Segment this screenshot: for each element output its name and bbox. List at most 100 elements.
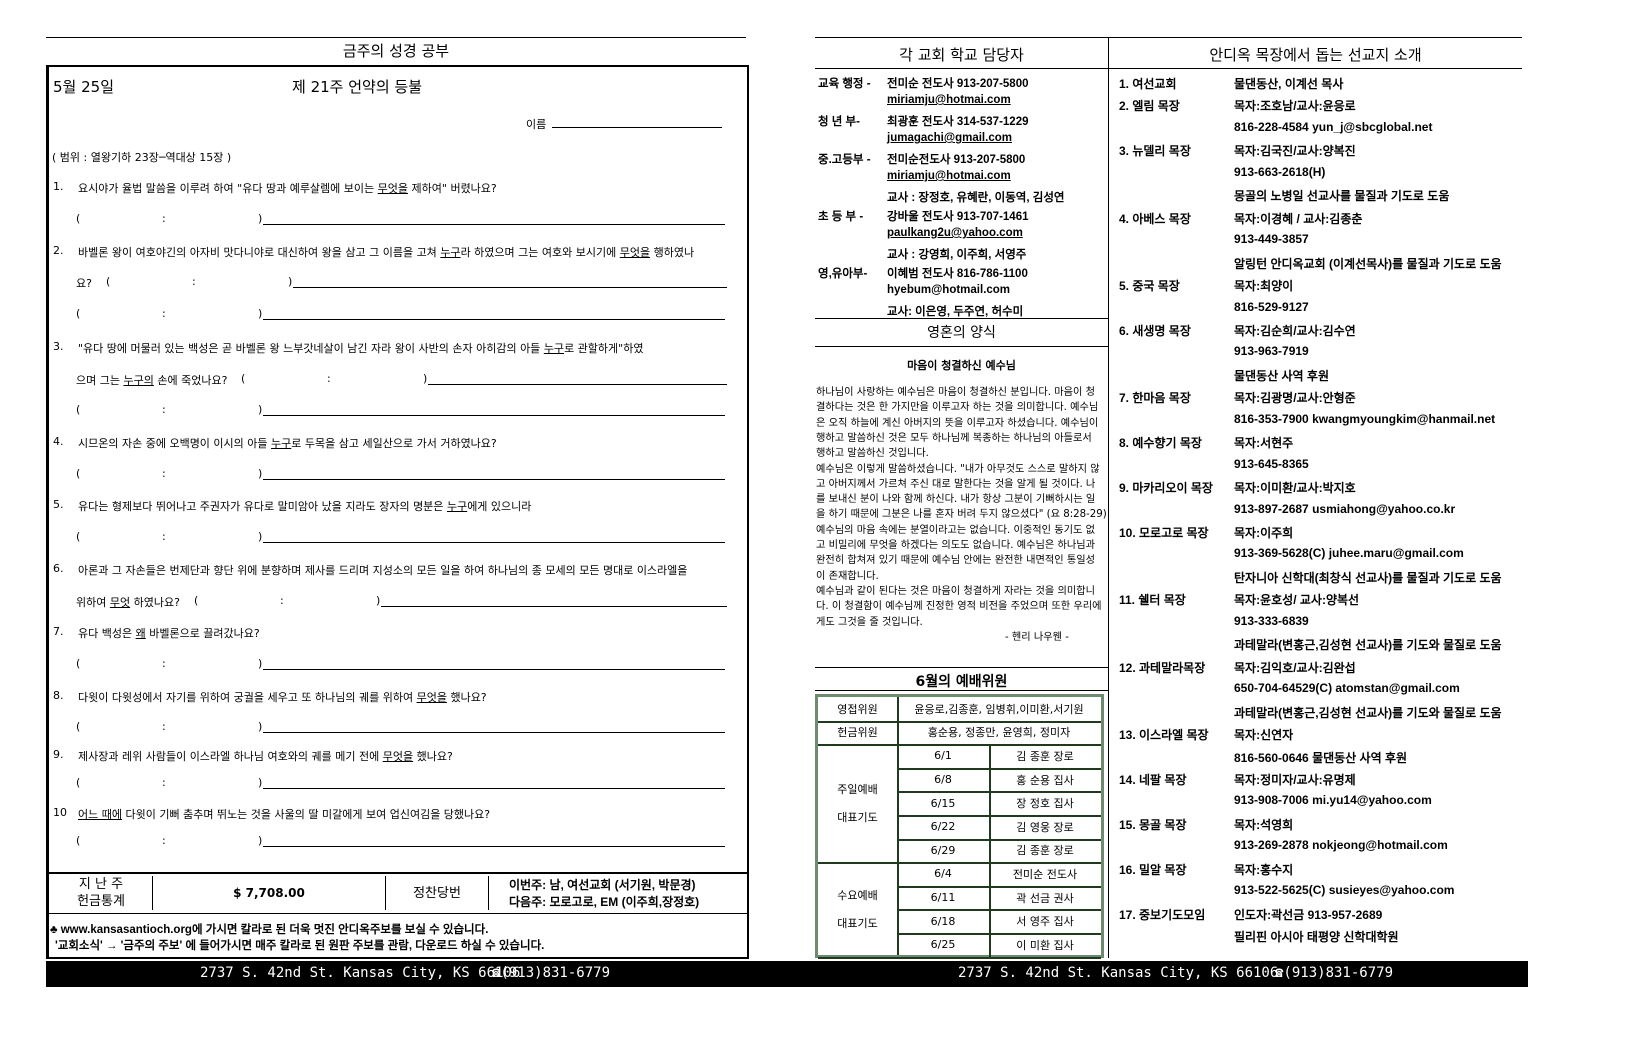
answer-line[interactable] [428, 384, 727, 385]
question-text: "유다 땅에 머물러 있는 백성은 곧 바벨론 왕 느부갓네살이 남긴 자라 왕… [78, 340, 643, 356]
mission-detail: 913-663-2618(H) [1234, 164, 1326, 179]
devotion-line: 이 존재합니다. [816, 570, 879, 582]
divider [815, 667, 1108, 668]
answer-colon: : [162, 307, 166, 320]
answer-line[interactable] [263, 542, 725, 543]
staff-contact: 전미순 전도사 913-207-5800 [887, 78, 1029, 90]
prayer-leader: 곽 선금 권사 [1016, 891, 1074, 905]
question-text: 요? [76, 275, 92, 291]
mission-group-name: 16. 밀알 목장 [1119, 862, 1187, 877]
answer-colon: : [280, 594, 284, 607]
divider [815, 68, 1522, 69]
divider [815, 690, 1108, 691]
question-text-segment: 유다 백성은 [78, 627, 136, 640]
table-border [897, 697, 899, 955]
mission-detail: 816-353-7900 kwangmyoungkim@hanmail.net [1234, 411, 1496, 426]
answer-colon: : [327, 372, 331, 385]
question-keyword: 누구 [543, 342, 565, 355]
answer-colon: : [162, 720, 166, 733]
answer-line[interactable] [381, 606, 727, 607]
mission-group-name: 9. 마카리오이 목장 [1119, 481, 1213, 496]
prayer-date: 6/15 [930, 796, 956, 810]
answer-line[interactable] [263, 224, 725, 225]
sunday-prayer-label-line2: 대표기도 [837, 811, 878, 825]
table-border [897, 767, 1101, 770]
answer-colon: : [192, 275, 196, 288]
mission-detail: 물댄동산, 이계선 목사 [1234, 77, 1344, 91]
divider [815, 37, 1522, 38]
question-text-segment: 으며 그는 [76, 374, 124, 387]
name-field-line[interactable] [552, 127, 722, 128]
question-keyword: 왜 [135, 627, 146, 640]
question-number: 10 [53, 806, 67, 819]
staff-email[interactable]: hyebum@hotmail.com [887, 284, 1011, 296]
answer-line[interactable] [263, 788, 725, 789]
answer-line[interactable] [263, 732, 725, 733]
staff-contact: 교사 : 장정호, 유혜란, 이동역, 김성연 [887, 192, 1065, 204]
question-text-segment: 바벨론 왕이 여호야긴의 아자비 맛다니야로 대신하여 왕을 삼고 그 이름을 … [78, 246, 441, 259]
sunday-prayer-label: 주일예배 대표기도 [818, 744, 897, 862]
wednesday-prayer-label-line2: 대표기도 [837, 917, 878, 931]
answer-colon: : [162, 467, 166, 480]
staff-contact: 이혜범 전도사 816-786-1100 [887, 268, 1028, 280]
answer-line[interactable] [263, 669, 725, 670]
question-keyword: 무엇을 [416, 691, 447, 704]
question-text-segment: 라 하였으며 그는 여호와 보시기에 [460, 246, 620, 259]
question-keyword: 누구 [440, 246, 461, 259]
mission-group-name: 14. 네팔 목장 [1119, 772, 1187, 787]
mission-detail: 목자:이주희 [1234, 526, 1294, 540]
mission-detail: 913-908-7006 mi.yu14@yahoo.com [1234, 793, 1432, 808]
question-text: 제사장과 레위 사람들이 이스라엘 하나님 여호와의 궤를 메기 전에 무엇을 … [78, 748, 453, 764]
answer-line[interactable] [263, 319, 725, 320]
staff-email[interactable]: miriamju@hotmai.com [887, 170, 1011, 182]
answer-open-paren: ( [76, 403, 81, 416]
answer-colon: : [162, 212, 166, 225]
scope-text: ( 범위 : 열왕기하 23장─역대상 15장 ) [52, 151, 232, 164]
answer-line[interactable] [293, 287, 727, 288]
mission-detail: 알링턴 안디옥교회 (이계선목사)를 물질과 기도로 도움 [1234, 256, 1502, 271]
devotion-line: 예수님은 이렇게 말씀하셨습니다. "내가 아무것도 스스로 말하지 않 [816, 463, 1100, 475]
prayer-date: 6/4 [934, 867, 952, 881]
divider [815, 346, 1108, 347]
answer-open-paren: ( [194, 594, 199, 607]
answer-close-paren: ) [258, 657, 263, 670]
question-text: 으며 그는 누구의 손에 죽었나요? [76, 372, 227, 388]
divider [152, 876, 153, 910]
meal-duty-label: 정찬당번 [413, 886, 461, 901]
prayer-leader: 서 영주 집사 [1016, 915, 1074, 929]
answer-line[interactable] [263, 479, 725, 480]
answer-close-paren: ) [258, 834, 263, 847]
answer-open-paren: ( [76, 530, 81, 543]
answer-line[interactable] [263, 415, 725, 416]
question-text-segment: 시므온의 자손 중에 오백명이 이시의 아들 [78, 437, 272, 450]
answer-colon: : [162, 834, 166, 847]
mission-detail: 목자:정미자/교사:유명제 [1234, 772, 1356, 787]
answer-colon: : [162, 776, 166, 789]
staff-email[interactable]: jumagachi@gmail.com [887, 132, 1012, 144]
mission-detail: 목자:김순희/교사:김수연 [1234, 323, 1356, 338]
mission-group-name: 3. 뉴델리 목장 [1119, 144, 1191, 159]
mission-group-name: 8. 예수향기 목장 [1119, 436, 1202, 451]
mission-detail: 913-369-5628(C) juhee.maru@gmail.com [1234, 546, 1464, 561]
mission-group-name: 12. 과테말라목장 [1119, 660, 1206, 675]
mission-group-name: 2. 엘림 목장 [1119, 99, 1180, 114]
question-keyword: 무엇을 [619, 246, 651, 259]
mission-detail: 목자:신연자 [1234, 728, 1294, 743]
answer-line[interactable] [263, 846, 725, 847]
staff-title: 각 교회 학교 담당자 [899, 46, 1024, 64]
mission-detail: 목자:김익호/교사:김완섭 [1234, 660, 1356, 675]
prayer-date: 6/25 [930, 938, 956, 952]
question-text: 시므온의 자손 중에 오백명이 이시의 아들 누구로 두목을 삼고 세일산으로 … [78, 435, 497, 451]
mission-detail: 목자:조호남/교사:윤응로 [1234, 99, 1356, 114]
table-border [989, 744, 991, 863]
answer-close-paren: ) [423, 372, 428, 385]
staff-email[interactable]: miriamju@hotmai.com [887, 94, 1011, 106]
usher-label: 영접위원 [837, 702, 878, 716]
staff-department: 중.고등부 - [818, 154, 871, 166]
mission-detail: 목자:이미환/교사:박지호 [1234, 481, 1356, 496]
mission-detail: 650-704-64529(C) atomstan@gmail.com [1234, 681, 1460, 696]
table-border [897, 815, 1101, 817]
staff-email[interactable]: paulkang2u@yahoo.com [887, 227, 1023, 239]
devotion-author: - 헨리 나우웬 - [1005, 632, 1069, 643]
question-number: 4. [53, 435, 64, 448]
